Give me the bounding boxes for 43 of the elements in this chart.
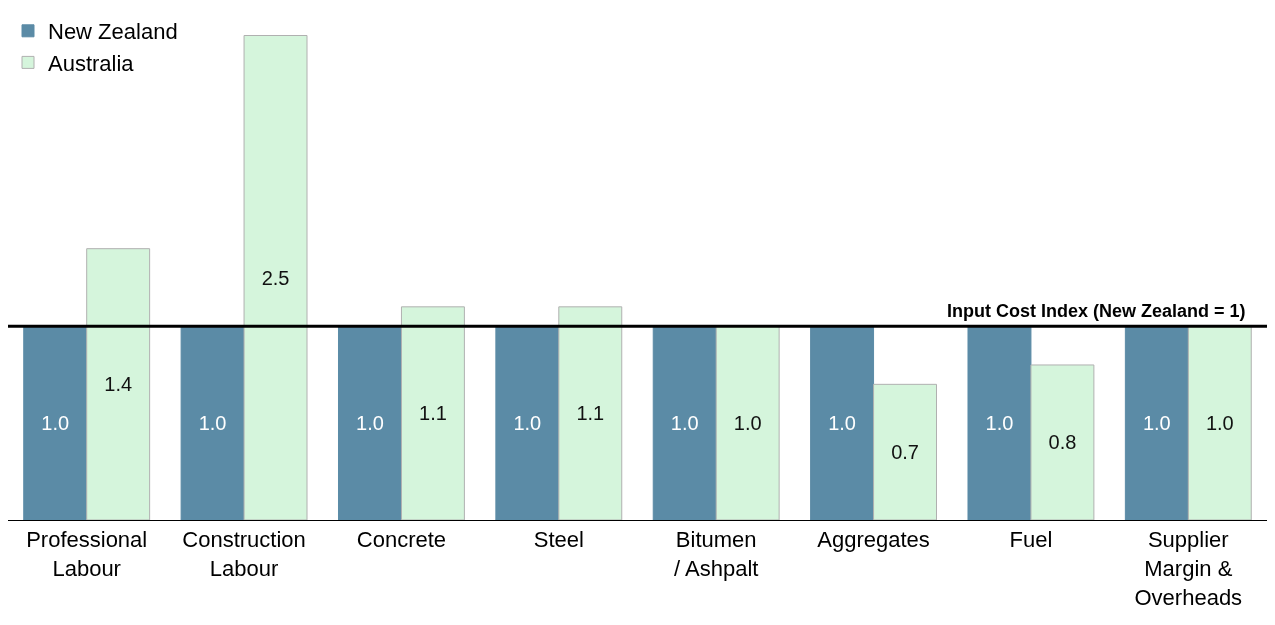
x-tick-label: Bitumen / Ashpalt xyxy=(673,527,759,581)
data-label: 1.1 xyxy=(419,402,447,425)
data-label: 1.0 xyxy=(670,412,699,435)
bar xyxy=(1030,364,1095,520)
data-label: 1.4 xyxy=(104,373,133,396)
bar xyxy=(652,325,717,520)
x-tick-label: Professional Labour xyxy=(26,527,148,581)
bar xyxy=(86,248,151,520)
data-label: 1.0 xyxy=(828,412,856,435)
bar xyxy=(495,325,560,520)
data-label: 1.0 xyxy=(41,412,70,435)
ref-line-label: Input Cost Index (New Zealand = 1) xyxy=(947,301,1246,321)
x-tick-label: Construction Labour xyxy=(182,527,306,581)
data-label: 1.1 xyxy=(576,402,605,425)
bar xyxy=(810,325,875,520)
data-label: 1.0 xyxy=(1142,412,1171,435)
bar xyxy=(1124,325,1189,520)
x-tick-label: Aggregates xyxy=(817,527,930,553)
x-tick-label: Steel xyxy=(533,527,584,553)
data-label: 0.7 xyxy=(891,441,919,464)
data-label: 1.0 xyxy=(1205,412,1234,435)
data-label: 1.0 xyxy=(733,412,762,435)
data-label: 1.0 xyxy=(356,412,384,435)
bar xyxy=(180,325,245,520)
data-label: 2.5 xyxy=(261,266,290,289)
x-tick-label: Concrete xyxy=(356,527,447,553)
bar xyxy=(337,325,402,520)
bar xyxy=(558,306,623,520)
bar xyxy=(23,325,88,520)
bar xyxy=(1187,325,1252,520)
x-tick-label: Supplier Margin & Overheads xyxy=(1134,527,1243,610)
data-label: 1.0 xyxy=(985,412,1014,435)
bar xyxy=(243,35,308,520)
bar xyxy=(967,325,1032,520)
data-label: 1.0 xyxy=(198,412,227,435)
bar xyxy=(873,383,938,520)
data-label: 1.0 xyxy=(513,412,542,435)
data-label: 0.8 xyxy=(1048,431,1077,454)
x-tick-label: Fuel xyxy=(1009,527,1053,553)
legend-label: Australia xyxy=(48,50,135,76)
legend-label: New Zealand xyxy=(48,19,178,45)
bar xyxy=(715,325,780,520)
bar xyxy=(400,306,465,520)
